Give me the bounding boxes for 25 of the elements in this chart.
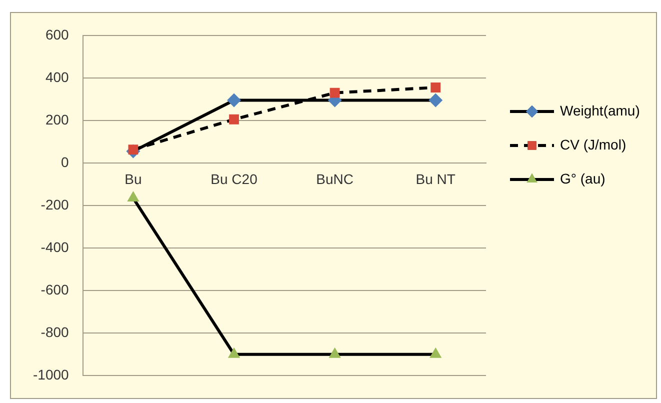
point: [227, 93, 242, 108]
y-tick-label: -200: [40, 196, 70, 212]
legend-label: Weight(amu): [560, 102, 640, 118]
point: [328, 347, 341, 358]
y-tick-label: -1000: [32, 366, 70, 382]
y-tick-label: 600: [45, 26, 70, 42]
legend-label: CV (J/mol): [560, 136, 626, 152]
point: [228, 347, 240, 358]
legend-label: G° (au): [560, 170, 606, 186]
point: [430, 347, 442, 358]
x-tick-label: BuNC: [316, 171, 354, 188]
x-tick-label: Bu NT: [416, 171, 456, 188]
x-tick-label: Bu: [124, 171, 142, 188]
y-tick-label: 200: [45, 111, 70, 128]
y-tick-label: 400: [45, 68, 70, 85]
point: [430, 82, 441, 92]
point: [330, 88, 340, 98]
y-tick-label: -400: [40, 238, 70, 255]
point: [428, 93, 443, 108]
point: [127, 191, 140, 202]
x-tick-label: Bu C20: [210, 171, 258, 188]
y-tick-label: 0: [61, 154, 70, 170]
point: [229, 114, 239, 124]
y-tick-label: -600: [40, 281, 70, 298]
y-tick-label: -800: [40, 324, 70, 340]
